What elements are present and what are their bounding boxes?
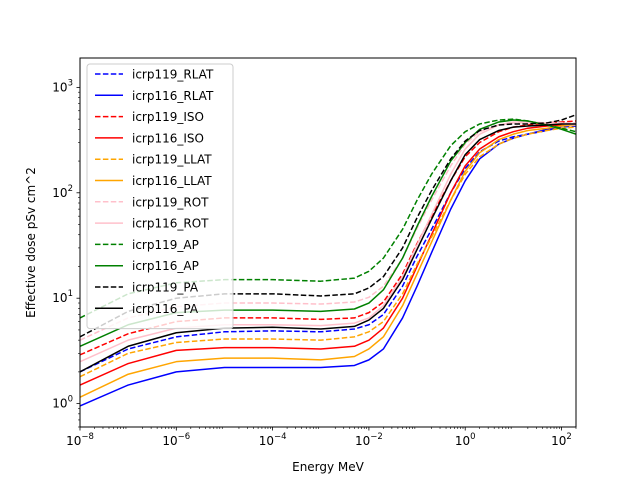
x-tick-label: 10−4 xyxy=(259,432,287,448)
legend-label: icrp116_AP xyxy=(132,259,199,273)
y-axis-label: Effective dose pSv cm^2 xyxy=(24,167,38,318)
legend: icrp119_RLAT icrp116_RLAT icrp119_ISO icrp1… xyxy=(86,63,234,330)
legend-label: icrp116_ISO xyxy=(132,131,204,145)
series-line-icrp119-rlat xyxy=(80,125,576,373)
legend-label: icrp116_LLAT xyxy=(132,174,212,188)
y-axis-ticks: 100 101 102 103 xyxy=(52,78,80,428)
plot-frame xyxy=(79,57,577,428)
legend-item: icrp116_PA xyxy=(95,302,199,316)
series-line-icrp116-ap xyxy=(80,119,576,347)
legend-label: icrp119_PA xyxy=(132,281,199,295)
legend-label: icrp119_ROT xyxy=(132,195,209,209)
x-tick-label: 10−6 xyxy=(162,432,190,448)
series-line-icrp116-llat xyxy=(80,124,576,398)
legend-label: icrp119_AP xyxy=(132,238,199,252)
series-line-icrp119-rot xyxy=(80,122,576,341)
legend-item: icrp119_AP xyxy=(95,238,199,252)
legend-box xyxy=(86,63,234,330)
legend-item: icrp119_PA xyxy=(95,281,199,295)
y-tick-label: 102 xyxy=(52,184,73,200)
x-tick-label: 102 xyxy=(551,432,572,448)
series-line-icrp119-ap xyxy=(80,118,576,319)
legend-item: icrp116_ISO xyxy=(95,131,204,145)
legend-item: icrp119_ISO xyxy=(95,110,204,124)
series-line-icrp116-iso xyxy=(80,123,576,386)
x-tick-label: 10−2 xyxy=(355,432,383,448)
legend-item: icrp116_RLAT xyxy=(95,89,214,103)
series-layer xyxy=(80,114,576,407)
legend-item: icrp116_ROT xyxy=(95,217,209,231)
legend-label: icrp116_ROT xyxy=(132,217,209,231)
legend-item: icrp116_LLAT xyxy=(95,174,212,188)
x-axis-ticks: 10−8 10−6 10−4 10−2 100 102 xyxy=(66,427,577,448)
series-line-icrp116-pa xyxy=(80,123,576,373)
x-tick-label: 100 xyxy=(455,432,476,448)
y-tick-label: 103 xyxy=(52,78,73,94)
legend-item: icrp119_LLAT xyxy=(95,153,212,167)
plot-area xyxy=(79,57,577,428)
legend-label: icrp119_RLAT xyxy=(132,68,214,82)
legend-label: icrp116_RLAT xyxy=(132,89,214,103)
x-axis-label: Energy MeV xyxy=(292,460,365,474)
legend-label: icrp119_ISO xyxy=(132,110,204,124)
y-tick-label: 101 xyxy=(52,289,73,305)
series-line-icrp116-rot xyxy=(80,121,576,363)
series-line-icrp119-pa xyxy=(80,114,576,338)
series-line-icrp119-llat xyxy=(80,126,576,378)
legend-item: icrp119_RLAT xyxy=(95,68,214,82)
x-tick-label: 10−8 xyxy=(66,432,94,448)
legend-label: icrp116_PA xyxy=(132,302,199,316)
y-tick-label: 100 xyxy=(52,395,73,411)
legend-label: icrp119_LLAT xyxy=(132,153,212,167)
legend-item: icrp116_AP xyxy=(95,259,199,273)
legend-item: icrp119_ROT xyxy=(95,195,209,209)
